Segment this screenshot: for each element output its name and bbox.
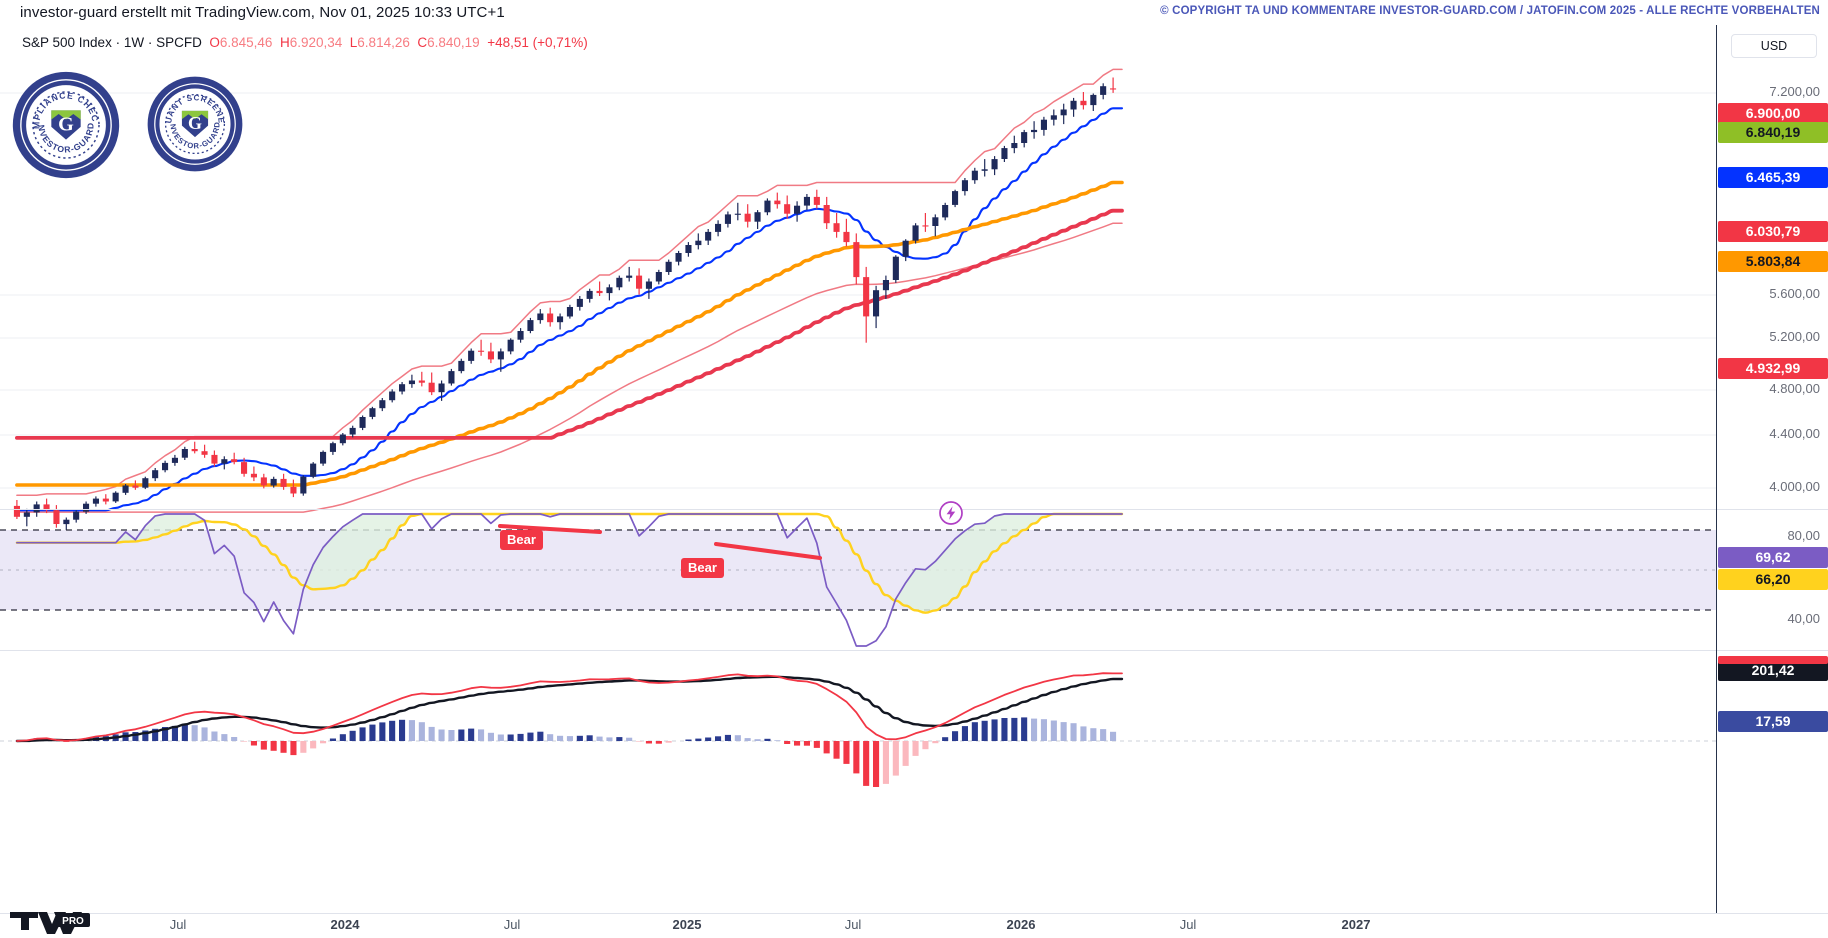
chart-plot-area[interactable]: S&P 500 Index · 1W · SPCFD O6.845,46 H6.…: [0, 25, 1716, 913]
last-price-label[interactable]: 6.840,19: [1718, 122, 1828, 143]
attribution-text: investor-guard erstellt mit TradingView.…: [20, 4, 505, 21]
time-label-5: 2026: [1006, 917, 1036, 932]
ma-orange-price-label[interactable]: 5.803,84: [1718, 251, 1828, 272]
lightning-alert-icon[interactable]: [938, 500, 964, 526]
compliance-checked-badge: COMPLIANCE CHECKED INVESTOR-GUARD G: [11, 70, 121, 180]
legend-sep-1: ·: [111, 35, 124, 50]
legend-close-key: C: [417, 35, 428, 50]
legend-change: +48,51 (+0,71%): [487, 35, 588, 50]
rsi-value-label[interactable]: 69,62: [1718, 547, 1828, 568]
chart-legend: S&P 500 Index · 1W · SPCFD O6.845,46 H6.…: [22, 35, 588, 50]
time-label-1: 2024: [330, 917, 360, 932]
top-attribution-bar: investor-guard erstellt mit TradingView.…: [0, 0, 1828, 25]
ma-blue-price-label[interactable]: 6.465,39: [1718, 167, 1828, 188]
macd-line-label[interactable]: 201,42: [1718, 660, 1828, 681]
candlestick-series: [13, 77, 1117, 533]
quant-screener-badge: QUANT SCREENER INVESTOR-GUARD G: [146, 75, 244, 173]
time-label-4: Jul: [844, 917, 862, 932]
ma-red-price-label[interactable]: 4.932,99: [1718, 358, 1828, 379]
price-tick-4: 4.400,00: [1769, 426, 1820, 441]
chart-shell: S&P 500 Index · 1W · SPCFD O6.845,46 H6.…: [0, 25, 1828, 913]
upper-band-price-label[interactable]: 6.900,00: [1718, 103, 1828, 124]
rsi-divergence-fill: [16, 514, 1114, 613]
bear-divergence-tag-2: Bear: [681, 558, 724, 578]
price-pane: [0, 68, 1716, 533]
bear-divergence-tag-1: Bear: [500, 530, 543, 550]
macd-histogram: [23, 717, 1117, 787]
legend-open-key: O: [209, 35, 220, 50]
bear-divergence-line-2: [714, 542, 822, 560]
tradingview-logo[interactable]: PRO: [8, 906, 104, 934]
rsi-signal-label[interactable]: 66,20: [1718, 569, 1828, 590]
legend-exchange: SPCFD: [156, 35, 202, 50]
legend-low-value: 6.814,26: [357, 35, 410, 50]
legend-close-value: 6.840,19: [427, 35, 480, 50]
compliance-badge-mark: G: [58, 114, 74, 136]
rsi-pane: [0, 512, 1716, 647]
tradingview-plan-label: PRO: [62, 916, 84, 927]
copyright-notice: © COPYRIGHT TA UND KOMMENTARE INVESTOR-G…: [1160, 5, 1820, 17]
pane-separator-price-rsi: [0, 509, 1716, 510]
legend-symbol[interactable]: S&P 500 Index: [22, 35, 112, 50]
currency-chip[interactable]: USD: [1731, 34, 1817, 58]
price-tick-0: 7.200,00: [1769, 84, 1820, 99]
band-mid-price-label[interactable]: 6.030,79: [1718, 221, 1828, 242]
time-label-2: Jul: [503, 917, 521, 932]
legend-open-value: 6.845,46: [219, 35, 273, 50]
legend-interval[interactable]: 1W: [123, 35, 145, 50]
legend-high-value: 6.920,34: [289, 35, 343, 50]
time-label-7: 2027: [1341, 917, 1371, 932]
quant-badge-mark: G: [188, 113, 202, 133]
time-scale-axis[interactable]: Jul 2024 Jul 2025 Jul 2026 Jul 2027: [0, 913, 1828, 938]
time-label-0: Jul: [169, 917, 187, 932]
axis-sep-2: [1717, 650, 1828, 651]
price-tick-3: 4.800,00: [1769, 381, 1820, 396]
pane-separator-rsi-macd: [0, 650, 1716, 651]
macd-histogram-label[interactable]: 17,59: [1718, 711, 1828, 732]
time-label-6: Jul: [1179, 917, 1197, 932]
rsi-tick-0: 80,00: [1787, 528, 1820, 543]
price-tick-2: 5.200,00: [1769, 329, 1820, 344]
legend-sep-2: ·: [144, 35, 157, 50]
rsi-tick-1: 40,00: [1787, 611, 1820, 626]
macd-signal-label-clipped: [1718, 656, 1828, 664]
legend-high-key: H: [279, 35, 290, 50]
axis-sep-1: [1717, 509, 1828, 510]
macd-pane: [0, 672, 1716, 787]
price-tick-5: 4.000,00: [1769, 479, 1820, 494]
price-tick-1: 5.600,00: [1769, 286, 1820, 301]
bear-divergence-line-1: [498, 524, 602, 534]
price-scale-axis[interactable]: USD 7.200,00 5.600,00 5.200,00 4.800,00 4.40…: [1716, 25, 1828, 913]
legend-low-key: L: [349, 35, 358, 50]
time-label-3: 2025: [672, 917, 702, 932]
